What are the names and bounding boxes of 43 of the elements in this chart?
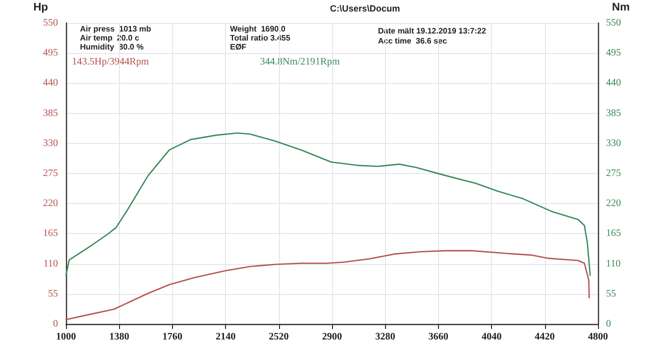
y-tick-label: 165: [43, 228, 58, 240]
line-series: [65, 132, 591, 276]
y2-tick-label: 385: [606, 108, 621, 119]
x-tick-label: 1760: [162, 332, 182, 342]
y-tick-label: 110: [43, 258, 58, 270]
y-tick-label: 0: [53, 318, 58, 330]
y-tick-label: 220: [43, 198, 58, 210]
text: C:\Users\Docum: [330, 4, 400, 14]
y-tick-label: 330: [43, 138, 58, 149]
y-tick-label: 440: [43, 78, 58, 89]
y-tick-label: 495: [43, 48, 58, 59]
y2-tick-label: 550: [606, 18, 621, 28]
x-tick-label: 1000: [56, 332, 76, 342]
x-tick-label: 3660: [428, 332, 448, 342]
y2-tick-label: 55: [606, 288, 616, 300]
annotation: 344.8Nm/2191Rpm: [260, 56, 340, 68]
y-tick-label: 55: [48, 288, 58, 300]
y2-tick-label: 0: [606, 318, 611, 330]
x-tick-label: 2140: [216, 332, 236, 342]
annotation: Air press 1013 mb: [80, 24, 152, 34]
y2-axis-title: Nm: [612, 2, 630, 14]
y2-tick-label: 275: [606, 168, 621, 179]
line-series: [65, 250, 590, 320]
x-tick-label: 1380: [109, 332, 130, 342]
annotation: EØF: [230, 42, 247, 52]
x-tick-label: 4800: [588, 332, 608, 342]
annotation: Weight 1690.0: [230, 24, 286, 34]
y2-tick-label: 495: [606, 48, 621, 59]
annotation: 143.5Hp/3944Rpm: [72, 56, 150, 68]
y2-tick-label: 330: [606, 138, 621, 149]
y-tick-label: 550: [43, 18, 58, 28]
y2-tick-label: 220: [606, 198, 621, 210]
y-axis-title: Hp: [33, 2, 48, 14]
x-tick-label: 4040: [482, 332, 502, 342]
x-tick-label: 2520: [268, 332, 289, 342]
y2-tick-label: 165: [606, 228, 621, 240]
y-tick-label: 275: [43, 168, 58, 179]
x-tick-label: 2900: [322, 332, 342, 342]
y2-tick-label: 110: [606, 258, 621, 270]
x-tick-label: 3280: [375, 332, 396, 342]
y2-tick-label: 440: [606, 78, 621, 89]
x-tick-label: 4420: [534, 332, 555, 342]
y-tick-label: 385: [43, 108, 58, 119]
